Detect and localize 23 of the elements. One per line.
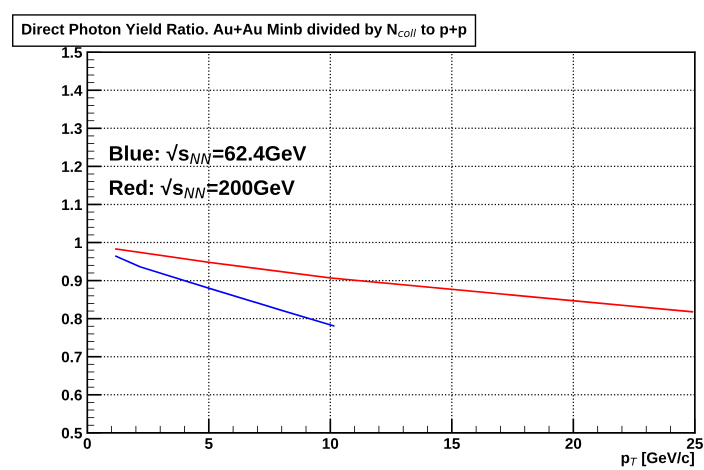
y-tick-label: 0.8 [62, 314, 82, 324]
x-tick-label: 0 [84, 438, 91, 449]
annotation: Red: √s$_{NN}$=200GeV [110, 178, 295, 198]
x-tick-label: 25 [686, 438, 703, 449]
y-tick-label: 1.2 [62, 161, 82, 172]
y-tick-label: 0.6 [62, 390, 82, 400]
chart-title: Direct Photon Yield Ratio. Au+Au Minb divided by N$_{coll}$ to p+p [22, 23, 466, 38]
y-tick-label: 0.9 [62, 275, 82, 286]
x-tick-label: 5 [205, 438, 213, 449]
y-tick-label: 0.5 [62, 428, 82, 439]
x-tick-label: 15 [444, 438, 460, 449]
y-tick-label: 1.5 [62, 47, 82, 58]
y-tick-label: 1.1 [62, 199, 82, 210]
y-tick-label: 1.3 [62, 123, 82, 134]
y-tick-label: 1.4 [62, 85, 82, 96]
y-tick-label: 1 [74, 238, 82, 248]
x-tick-label: 20 [565, 438, 582, 449]
x-axis-title: p$_{T}$ [GeV/c] [622, 452, 694, 466]
annotation: Blue: √s$_{NN}$=62.4GeV [110, 144, 306, 164]
line-series [115, 255, 335, 327]
y-tick-label: 0.7 [62, 352, 82, 362]
line-series [115, 248, 694, 313]
x-tick-label: 10 [322, 438, 338, 449]
